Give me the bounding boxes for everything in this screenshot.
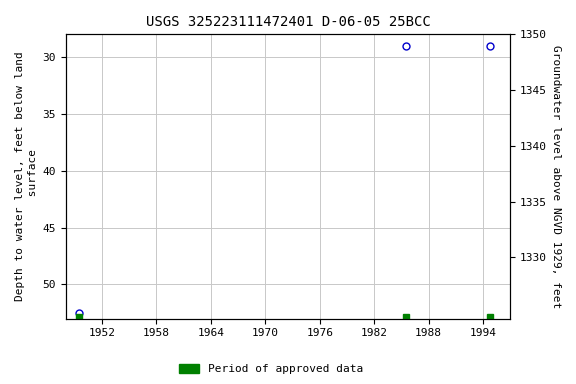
Y-axis label: Groundwater level above NGVD 1929, feet: Groundwater level above NGVD 1929, feet bbox=[551, 45, 561, 308]
Legend: Period of approved data: Period of approved data bbox=[174, 359, 367, 379]
Title: USGS 325223111472401 D-06-05 25BCC: USGS 325223111472401 D-06-05 25BCC bbox=[146, 15, 430, 29]
Y-axis label: Depth to water level, feet below land
 surface: Depth to water level, feet below land su… bbox=[15, 51, 38, 301]
